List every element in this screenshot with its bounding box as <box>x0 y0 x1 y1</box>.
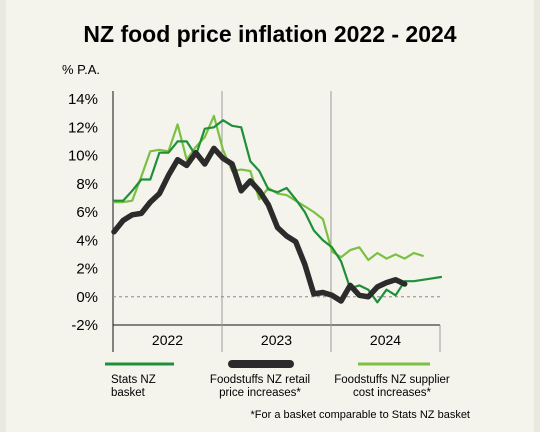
y-tick-label: 2% <box>76 261 98 278</box>
right-edge-strip <box>534 0 540 432</box>
legend-label-supplier-line1: Foodstuffs NZ supplier <box>334 374 450 386</box>
y-tick-label: 10% <box>68 148 98 165</box>
x-year-label: 2022 <box>152 332 183 348</box>
legend-label-retail-line1: Foodstuffs NZ retail <box>210 374 310 386</box>
y-tick-label: 6% <box>76 204 98 221</box>
series-lines <box>111 114 443 304</box>
chart-title: NZ food price inflation 2022 - 2024 <box>83 21 456 47</box>
y-axis-ticks: 14% 12% 10% 8% 6% 4% 2% 0% -2% <box>68 91 98 334</box>
y-tick-label: 8% <box>76 176 98 193</box>
y-tick-label: -2% <box>71 317 98 334</box>
y-tick-label: 12% <box>68 119 98 136</box>
legend-label-stats-line2: basket <box>111 387 146 399</box>
y-tick-label: 0% <box>76 289 98 306</box>
legend-label-stats-line1: Stats NZ <box>111 374 156 386</box>
x-year-label: 2024 <box>370 332 401 348</box>
legend-label-supplier-line2: cost increases* <box>353 387 432 399</box>
plot-frame: 2022 2023 2024 <box>112 91 441 352</box>
y-tick-label: 14% <box>68 91 98 108</box>
legend: Stats NZ basket Foodstuffs NZ retail pri… <box>105 360 450 399</box>
left-edge-strip <box>0 0 6 432</box>
legend-label-retail-line2: price increases* <box>219 387 301 399</box>
series-line-2 <box>111 145 408 304</box>
footnote: *For a basket comparable to Stats NZ bas… <box>251 409 471 421</box>
y-tick-label: 4% <box>76 232 98 249</box>
y-axis-unit: % P.A. <box>62 62 100 77</box>
x-year-label: 2023 <box>261 332 292 348</box>
series-line-1 <box>112 119 443 304</box>
